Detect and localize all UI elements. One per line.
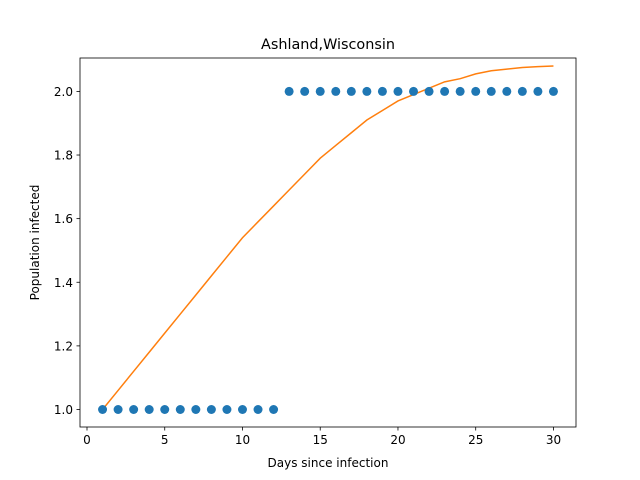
data-point — [548, 86, 558, 96]
data-point — [471, 86, 481, 96]
chart-title: Ashland,Wisconsin — [261, 37, 395, 53]
y-tick-label: 2.0 — [54, 85, 73, 99]
x-tick-label: 30 — [546, 433, 561, 447]
x-tick-label: 15 — [313, 433, 328, 447]
data-point — [253, 405, 263, 415]
data-point — [331, 86, 341, 96]
y-tick-label: 1.6 — [54, 212, 73, 226]
y-axis-label: Population infected — [28, 185, 42, 301]
plot-frame — [79, 57, 577, 428]
data-point — [206, 405, 216, 415]
data-point — [129, 405, 139, 415]
data-point — [284, 86, 294, 96]
data-point — [300, 86, 310, 96]
data-point — [377, 86, 387, 96]
data-point — [362, 86, 372, 96]
data-point — [517, 86, 527, 96]
y-tick-label: 1.4 — [54, 276, 73, 290]
x-tick-label: 0 — [83, 433, 91, 447]
data-point — [98, 405, 108, 415]
data-point — [237, 405, 247, 415]
x-tick-label: 5 — [161, 433, 169, 447]
data-point — [346, 86, 356, 96]
data-point — [160, 405, 170, 415]
data-point — [175, 405, 185, 415]
data-point — [424, 86, 434, 96]
data-point — [144, 405, 154, 415]
fit-line — [101, 65, 554, 410]
data-point — [393, 86, 403, 96]
data-point — [191, 405, 201, 415]
data-point — [113, 405, 123, 415]
x-axis-label: Days since infection — [268, 456, 389, 470]
data-point — [440, 86, 450, 96]
data-point — [486, 86, 496, 96]
y-tick-label: 1.2 — [54, 339, 73, 353]
data-point — [222, 405, 232, 415]
data-point — [409, 86, 419, 96]
x-tick-label: 25 — [468, 433, 483, 447]
data-point — [533, 86, 543, 96]
y-tick-label: 1.8 — [54, 149, 73, 163]
x-tick-label: 20 — [390, 433, 405, 447]
x-tick-label: 10 — [235, 433, 250, 447]
data-point — [455, 86, 465, 96]
data-point — [269, 405, 279, 415]
y-tick-label: 1.0 — [54, 403, 73, 417]
data-point — [315, 86, 325, 96]
data-point — [502, 86, 512, 96]
